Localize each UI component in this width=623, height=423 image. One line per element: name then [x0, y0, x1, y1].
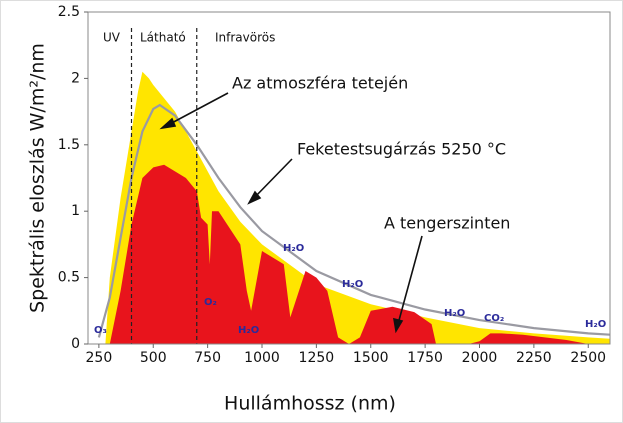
region-label: UV: [103, 31, 121, 45]
arrows: [159, 92, 423, 334]
x-tick-label: 500: [140, 350, 167, 366]
region-label: Infravörös: [215, 31, 275, 45]
x-tick-label: 1500: [353, 350, 389, 366]
absorber-label: H₂O: [342, 279, 363, 290]
y-tick-label: 2.5: [58, 4, 80, 20]
y-tick-label: 0: [71, 336, 80, 352]
plot-border: [87, 11, 611, 345]
area: [109, 164, 589, 344]
absorber-label: CO₂: [484, 313, 504, 324]
y-tick-label: 2: [71, 70, 80, 86]
arrow: [253, 158, 293, 199]
x-tick-label: 750: [194, 350, 221, 366]
plot: [97, 28, 611, 345]
annotation: Feketestsugárzás 5250 °C: [297, 140, 506, 159]
x-axis-label: Hullámhossz (nm): [224, 393, 396, 415]
absorber-label: H₂O: [585, 319, 606, 330]
x-tick-label: 1000: [244, 350, 280, 366]
x-tick-label: 1750: [407, 350, 443, 366]
arrow: [167, 92, 229, 126]
x-tick-label: 2250: [516, 350, 552, 366]
absorber-label: O₃: [94, 325, 107, 336]
arrow-head: [393, 317, 404, 334]
x-tick-label: 250: [86, 350, 113, 366]
y-tick-label: 0.5: [58, 270, 80, 286]
x-tick-label: 1250: [299, 350, 335, 366]
x-tick-label: 2000: [462, 350, 498, 366]
region-label: Látható: [140, 31, 186, 45]
arrow-head: [247, 190, 262, 205]
arrow: [397, 235, 423, 325]
y-tick-label: 1: [71, 203, 80, 219]
y-axis-label: Spektrális eloszlás W/m²/nm: [27, 43, 49, 313]
x-tick-label: 2500: [570, 350, 606, 366]
annotation: Az atmoszféra tetején: [232, 74, 408, 93]
absorber-label: O₂: [204, 297, 217, 308]
absorber-label: H₂O: [283, 243, 304, 254]
y-tick-label: 1.5: [58, 137, 80, 153]
absorber-label: H₂O: [238, 325, 259, 336]
arrow-head: [159, 117, 177, 130]
absorber-label: H₂O: [444, 308, 465, 319]
annotation: A tengerszinten: [384, 214, 510, 233]
